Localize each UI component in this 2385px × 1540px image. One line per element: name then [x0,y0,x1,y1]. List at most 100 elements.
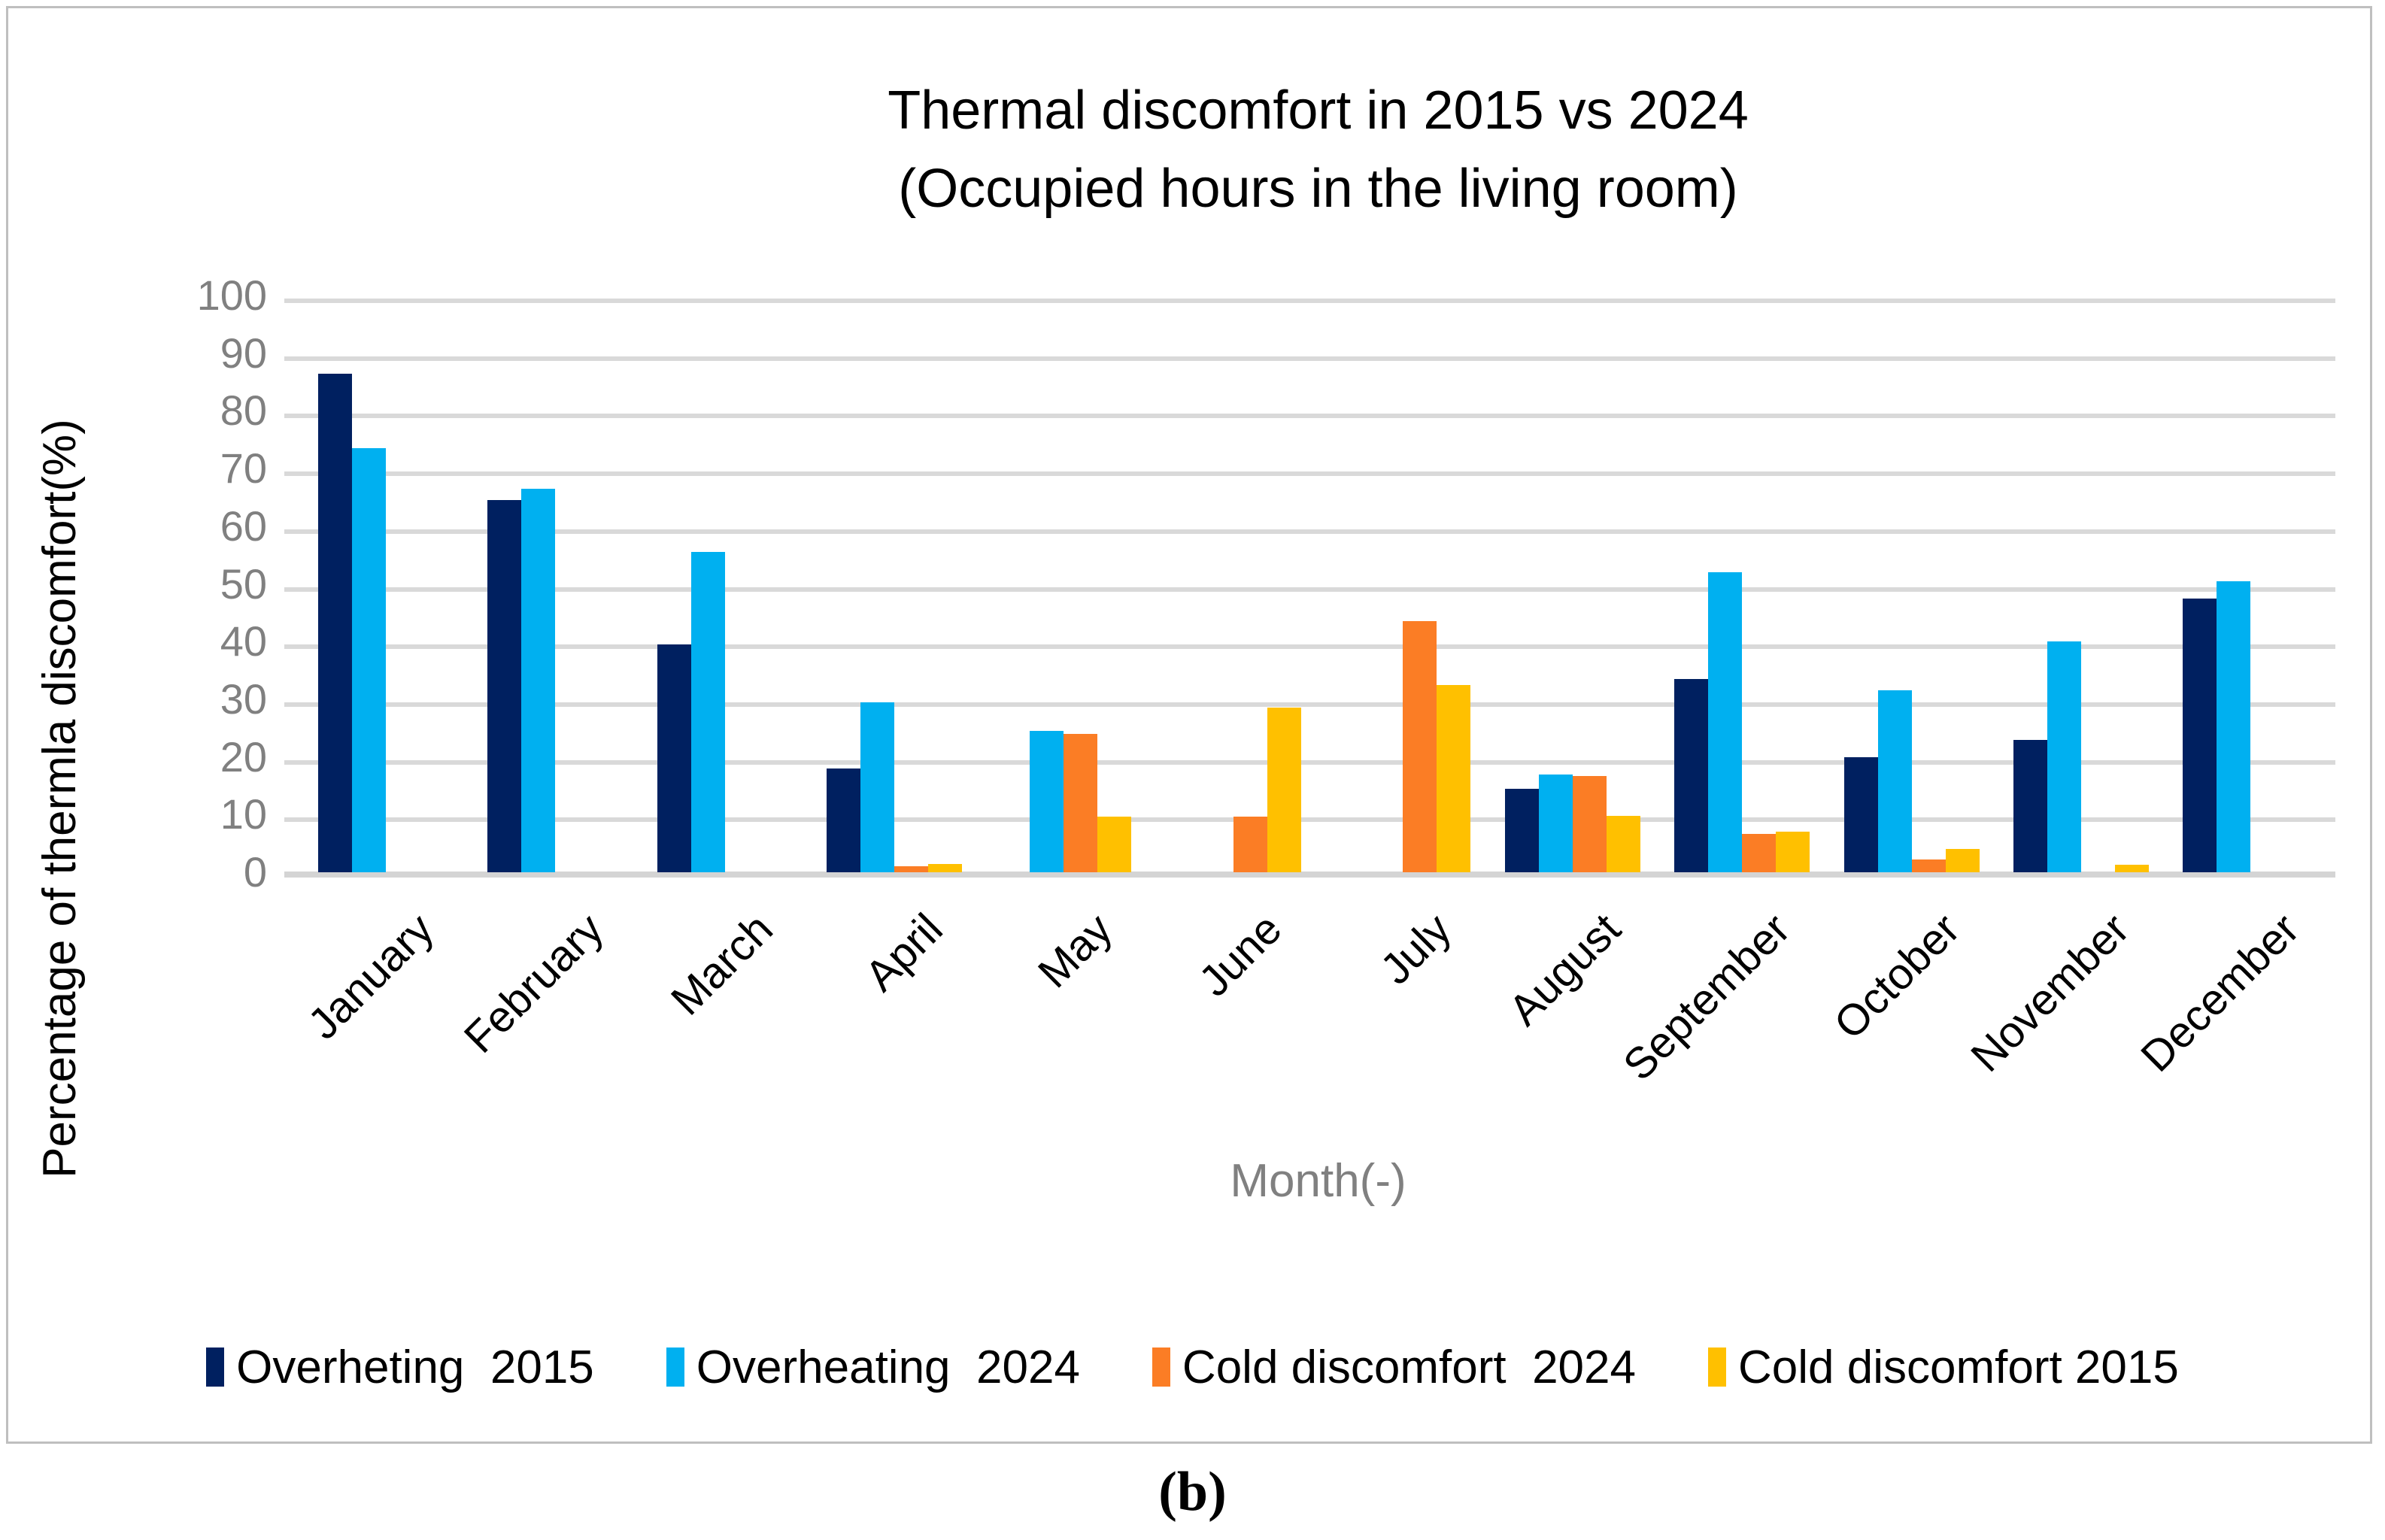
bar-cold-discomfort-2015-july [1437,684,1471,872]
month-group-august [1488,296,1657,872]
bar-cold-discomfort-2024-may [1064,733,1098,872]
x-tick-june: June [1189,904,1291,1006]
y-tick-90: 90 [220,329,267,377]
bar-cold-discomfort-2015-september [1776,832,1810,872]
chart-title-line2: (Occupied hours in the living room) [898,159,1738,219]
month-group-january [301,296,470,872]
month-group-february [470,296,639,872]
figure-border [6,6,2372,1444]
x-tick-november: November [1962,904,2139,1081]
x-tick-may: May [1028,904,1122,998]
x-axis-title: Month(-) [1230,1155,1406,1207]
bar-overheating-2015-december [2183,598,2217,872]
bar-overheating-2024-august [1538,774,1573,872]
month-group-october [1827,296,1996,872]
y-axis-title: Percentage of thermla discomfort(%) [34,419,86,1178]
bar-overheating-2024-april [860,702,894,872]
month-group-may [979,296,1149,872]
legend-item-cold-discomfort-2015: Cold discomfort 2015 [1708,1341,2179,1394]
month-group-november [1996,296,2165,872]
legend-marker-cold-discomfort-2015 [1708,1348,1726,1387]
gridline-40 [284,644,2335,650]
bar-cold-discomfort-2024-april [894,866,928,872]
gridline-80 [284,414,2335,419]
y-tick-20: 20 [220,732,267,781]
x-axis-line [284,872,2335,878]
legend-item-overheating-2015: Overheting 2015 [206,1341,594,1394]
y-tick-10: 10 [220,790,267,838]
legend-label-cold-discomfort-2024: Cold discomfort 2024 [1182,1341,1636,1393]
bar-overheating-2024-november [2047,641,2081,872]
bar-overheating-2015-march [657,644,691,872]
x-tick-february: February [454,904,613,1063]
bar-overheating-2015-february [487,500,522,872]
bar-cold-discomfort-2015-october [1945,849,1980,872]
month-group-march [640,296,809,872]
bar-overheating-2015-september [1674,679,1709,872]
legend-label-overheating-2024: Overheating 2024 [696,1341,1080,1393]
bar-cold-discomfort-2015-april [927,863,962,872]
gridlines-layer [284,296,2335,878]
bar-overheating-2024-january [351,448,386,872]
gridline-30 [284,702,2335,707]
chart-title-line1: Thermal discomfort in 2015 vs 2024 [888,80,1749,141]
legend-label-overheating-2015: Overheting 2015 [236,1341,594,1393]
x-tick-july: July [1370,904,1461,994]
legend-item-cold-discomfort-2024: Cold discomfort 2024 [1152,1341,1636,1394]
bar-overheating-2015-october [1843,756,1878,872]
x-tick-april: April [855,904,952,1001]
bar-overheating-2015-january [317,373,352,872]
bar-overheating-2015-november [2013,739,2047,872]
y-tick-30: 30 [220,675,267,723]
gridline-10 [284,817,2335,823]
x-tick-march: March [662,904,783,1025]
bar-overheating-2024-march [690,552,725,872]
bar-overheating-2024-october [1877,690,1912,872]
legend-marker-overheating-2015 [206,1348,225,1387]
y-tick-0: 0 [243,848,267,896]
bar-overheating-2024-february [521,488,556,872]
gridline-50 [284,587,2335,592]
bar-cold-discomfort-2015-november [2114,865,2149,872]
plot-area [301,296,2335,872]
legend: Overheting 2015 Overheating 2024 Cold disc… [0,1337,2385,1397]
y-tick-80: 80 [220,387,267,435]
month-group-july [1318,296,1488,872]
bar-overheating-2024-december [2217,581,2251,872]
x-tick-october: October [1825,904,1970,1049]
y-axis-tick-labels: 0 10 20 30 40 50 60 70 80 90 100 [105,271,267,896]
x-tick-january: January [299,904,444,1049]
gridline-100 [284,299,2335,303]
gridline-60 [284,529,2335,534]
bar-cold-discomfort-2024-october [1911,859,1946,872]
figure-caption: (b) [1158,1461,1227,1523]
x-tick-september: September [1614,904,1800,1090]
bar-cold-discomfort-2024-august [1572,775,1607,872]
bar-cold-discomfort-2024-july [1403,621,1437,872]
bar-overheating-2024-september [1708,572,1743,872]
x-axis-tick-labels: January February March April May June July Augu… [299,886,2335,1134]
bar-cold-discomfort-2024-september [1742,833,1777,872]
legend-marker-cold-discomfort-2024 [1152,1348,1170,1387]
bar-cold-discomfort-2015-may [1097,817,1132,872]
month-group-april [809,296,979,872]
month-group-september [1657,296,1826,872]
y-tick-40: 40 [220,617,267,665]
gridline-20 [284,759,2335,765]
legend-label-cold-discomfort-2015: Cold discomfort 2015 [1738,1341,2179,1393]
gridline-90 [284,356,2335,361]
legend-item-overheating-2024: Overheating 2024 [666,1341,1080,1394]
x-tick-august: August [1499,904,1631,1035]
bar-cold-discomfort-2015-june [1267,708,1301,872]
legend-marker-overheating-2024 [666,1348,684,1387]
y-tick-100: 100 [196,271,267,319]
y-tick-50: 50 [220,559,267,608]
bar-cold-discomfort-2015-august [1606,815,1640,872]
month-group-december [2166,296,2335,872]
y-tick-70: 70 [220,444,267,493]
chart-title: Thermal discomfort in 2015 vs 2024 (Occu… [301,71,2335,228]
bar-overheating-2024-may [1030,731,1064,872]
bar-cold-discomfort-2024-june [1233,817,1267,872]
month-group-june [1149,296,1318,872]
